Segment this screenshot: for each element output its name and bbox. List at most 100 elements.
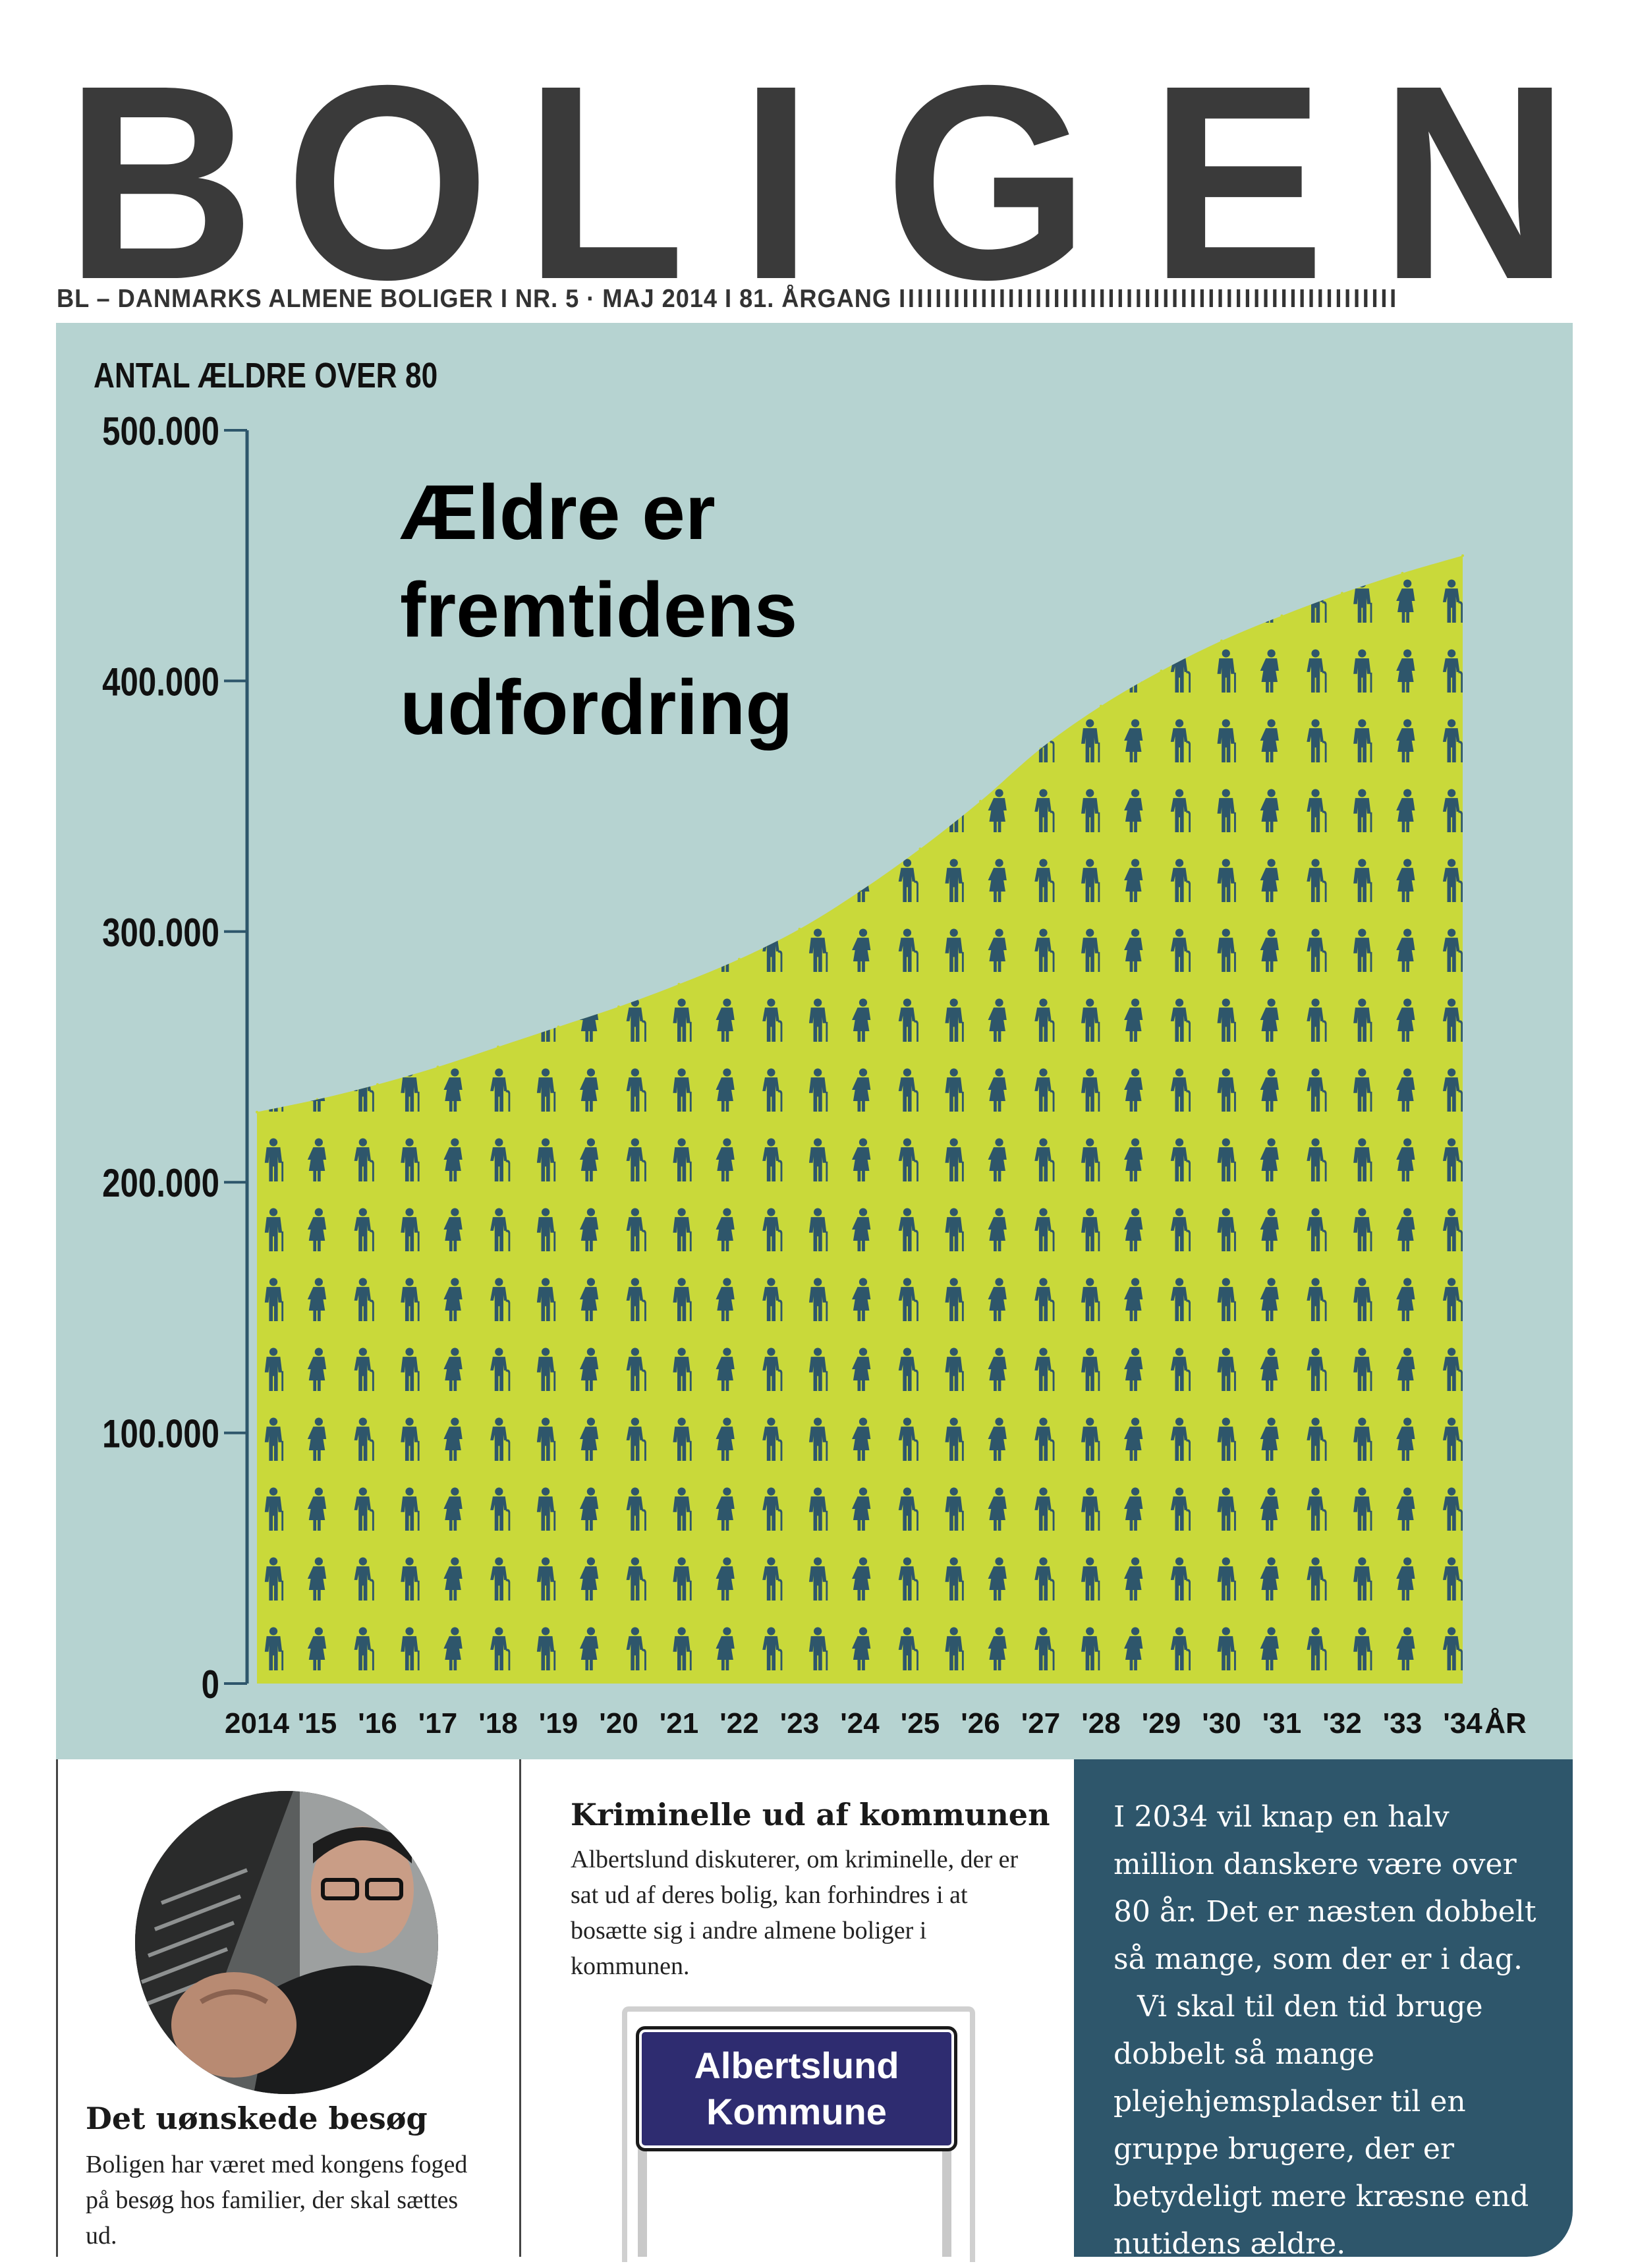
data-point (497, 1045, 499, 1048)
person-icon (354, 998, 374, 1042)
person-icon (354, 649, 374, 693)
y-tick-label: 400.000 (102, 660, 219, 704)
person-icon (354, 509, 374, 553)
person-icon (988, 439, 1007, 483)
separator: I (725, 285, 733, 313)
sign-text: Kommune (706, 2091, 887, 2132)
person-icon (443, 789, 463, 832)
person-icon (1218, 370, 1236, 413)
data-point (798, 927, 801, 930)
person-icon (852, 509, 870, 553)
person-icon (265, 439, 283, 483)
person-icon (308, 439, 326, 483)
person-icon (808, 649, 828, 693)
person-icon (988, 370, 1007, 413)
masthead-letter: G (885, 33, 1089, 283)
person-icon (264, 649, 284, 693)
y-tick-label: 100.000 (102, 1411, 219, 1456)
person-icon (264, 859, 284, 902)
person-icon (536, 859, 556, 902)
person-icon (354, 579, 374, 623)
masthead-letter: E (1150, 33, 1325, 283)
x-tick-label: '15 (298, 1707, 337, 1740)
person-icon (988, 579, 1007, 623)
person-icon (264, 998, 284, 1042)
person-icon (809, 439, 828, 483)
data-point (557, 1025, 560, 1029)
person-icon (673, 928, 692, 972)
municipality-sign: Albertslund Kommune (636, 2026, 957, 2151)
person-icon (443, 859, 463, 902)
person-icon (808, 859, 828, 902)
person-icon (1260, 579, 1279, 623)
person-icon (945, 579, 964, 623)
person-icon (401, 859, 420, 902)
x-tick-label: '20 (599, 1707, 638, 1740)
area-series (257, 555, 1463, 1684)
person-icon (808, 789, 828, 832)
chart-panel: Ældre er fremtidens udfordring ANTAL ÆLD… (56, 323, 1573, 1759)
person-icon (1353, 439, 1372, 483)
person-icon (762, 789, 783, 832)
person-icon (716, 439, 734, 483)
chart-title-line: fremtidens (400, 567, 797, 654)
data-point (256, 1110, 258, 1114)
person-icon (1034, 649, 1055, 693)
masthead-letter: N (1380, 33, 1569, 283)
person-icon (1307, 509, 1326, 553)
person-icon (1260, 509, 1279, 553)
person-icon (536, 789, 556, 832)
decorative-bars: IIIIIIIIIIIIIIIIIIIIIIIIIIIIIIIIIIIIIIII… (899, 285, 1399, 313)
person-icon (401, 928, 420, 972)
data-point (738, 957, 741, 961)
y-tick-label: 0 (202, 1662, 219, 1707)
story-body: Albertslund diskuterer, om kriminelle, d… (571, 1846, 1019, 1980)
x-tick-label: '28 (1081, 1707, 1120, 1740)
data-point (918, 847, 922, 851)
person-icon (1443, 509, 1463, 553)
data-point (376, 1083, 379, 1086)
person-icon (1171, 509, 1191, 553)
person-icon (1081, 439, 1100, 483)
data-point (1341, 592, 1343, 595)
person-icon (945, 719, 964, 762)
person-icon (1124, 509, 1142, 553)
person-icon (443, 370, 462, 413)
person-icon (899, 439, 918, 483)
person-icon (354, 719, 374, 762)
publisher: BL – DANMARKS ALMENE BOLIGER (57, 285, 493, 313)
person-icon (443, 998, 463, 1042)
person-icon (354, 928, 374, 972)
person-icon (443, 928, 463, 972)
person-icon (307, 789, 327, 832)
x-tick-label: '30 (1202, 1707, 1241, 1740)
person-icon (716, 509, 734, 553)
person-icon (945, 649, 964, 693)
person-icon (1396, 370, 1415, 413)
x-tick-label: '26 (961, 1707, 1000, 1740)
person-icon (490, 370, 510, 413)
data-point (1461, 554, 1464, 557)
y-tick-label: 300.000 (102, 910, 219, 955)
person-icon (1218, 439, 1236, 483)
chart-title-line: Ældre er (400, 469, 716, 556)
person-icon (354, 439, 374, 483)
person-icon (626, 789, 646, 832)
person-icon (852, 370, 870, 413)
sign-text: Albertslund (694, 2045, 899, 2086)
person-icon (852, 579, 871, 623)
person-icon (1260, 370, 1279, 413)
x-tick-label: '18 (478, 1707, 517, 1740)
person-icon (264, 789, 284, 832)
person-icon (898, 579, 918, 623)
story-title: Det uønskede besøg (86, 2101, 428, 2136)
person-icon (1034, 370, 1054, 413)
person-icon (1034, 579, 1055, 623)
data-point (1220, 639, 1223, 642)
data-point (677, 982, 681, 986)
person-icon (1034, 439, 1054, 483)
person-icon (401, 998, 420, 1042)
y-axis-title: ANTAL ÆLDRE OVER 80 (94, 356, 437, 395)
column-divider (519, 1759, 521, 2257)
column-divider (56, 1759, 58, 2257)
